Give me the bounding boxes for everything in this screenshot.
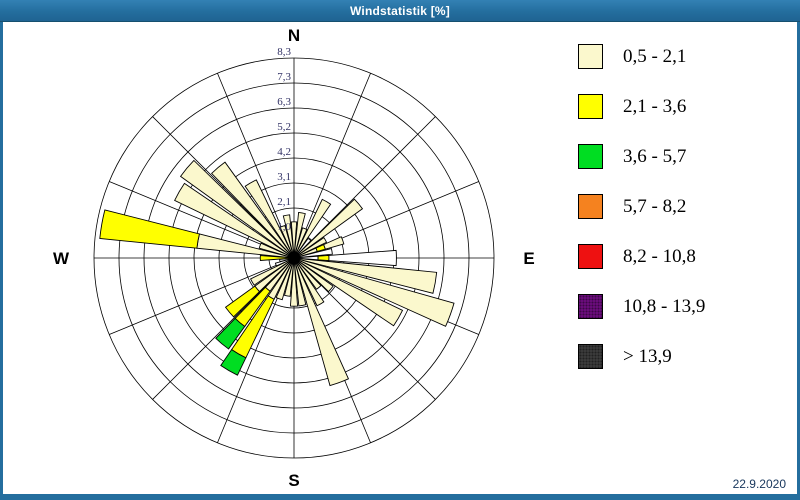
legend-swatch-purple (578, 294, 603, 319)
wind-petal-segment (174, 182, 295, 259)
legend-item: > 13,9 (578, 344, 705, 369)
wind-petal-segment (282, 214, 295, 259)
compass-label-north: N (287, 26, 301, 45)
legend-label: 10,8 - 13,9 (623, 295, 706, 317)
compass-label-east: E (523, 249, 535, 268)
wind-petal-segment (179, 159, 295, 259)
rose-center-hub (289, 253, 299, 263)
legend-swatch-dark (578, 344, 603, 369)
wind-petal-segment (293, 257, 455, 327)
compass-label-west: W (52, 249, 70, 268)
wind-petal-segment (249, 257, 295, 286)
window-border-left (0, 22, 3, 500)
legend-item: 3,6 - 5,7 (578, 144, 705, 169)
ring-tick-label: 4,2 (277, 146, 291, 158)
legend-swatch-pale (578, 44, 603, 69)
compass-label-south: S (288, 471, 300, 490)
legend-label: 5,7 - 8,2 (623, 195, 687, 217)
wind-petal-segment (215, 317, 246, 350)
legend-swatch-red (578, 244, 603, 269)
wind-petal-segment (293, 198, 332, 259)
ring-tick-label: 5,2 (277, 121, 291, 133)
wind-petal-segment (274, 257, 295, 267)
wind-petal-segment (275, 257, 295, 301)
wind-petal-segment (293, 257, 322, 290)
wind-petal-segment (293, 237, 328, 259)
wind-petal-segment (293, 257, 334, 293)
legend-label: > 13,9 (623, 345, 672, 367)
wind-petal-segment (210, 161, 295, 259)
legend-label: 8,2 - 10,8 (623, 245, 696, 267)
wind-petal-segment (259, 255, 295, 261)
wind-petal-segment (224, 285, 261, 318)
legend-swatch-yellow (578, 94, 603, 119)
legend-item: 5,7 - 8,2 (578, 194, 705, 219)
wind-petal-segment (279, 224, 295, 259)
legend-item: 0,5 - 2,1 (578, 44, 705, 69)
date-label: 22.9.2020 (732, 477, 786, 491)
wind-petal-segment (293, 237, 312, 259)
wind-petal-segment (289, 257, 299, 307)
ring-tick-label: 7,3 (277, 71, 291, 83)
wind-petal-segment (244, 179, 295, 259)
legend-swatch-green (578, 144, 603, 169)
ring-tick-label: 1,0 (277, 221, 291, 233)
wind-petal-segment (293, 247, 333, 259)
wind-petal-segment (328, 249, 397, 267)
legend: 0,5 - 2,1 2,1 - 3,6 3,6 - 5,7 5,7 - 8,2 8,2 … (578, 44, 705, 369)
ring-tick-label: 6,3 (277, 96, 291, 108)
legend-swatch-orange (578, 194, 603, 219)
ring-tick-label: 8,3 (277, 46, 291, 58)
wind-petal-segment (220, 348, 247, 376)
window-border-bottom (0, 494, 800, 500)
wind-petal-segment (323, 236, 345, 250)
wind-petal-segment (293, 257, 438, 294)
wind-petal-segment (317, 254, 330, 262)
window-border-right (797, 22, 800, 500)
wind-petal-segment (293, 257, 325, 307)
legend-item: 2,1 - 3,6 (578, 94, 705, 119)
legend-label: 3,6 - 5,7 (623, 145, 687, 167)
title-bar[interactable]: Windstatistik [%] (0, 0, 800, 22)
wind-petal-segment (290, 221, 298, 259)
legend-item: 10,8 - 13,9 (578, 294, 705, 319)
legend-label: 2,1 - 3,6 (623, 95, 687, 117)
ring-tick-label: 3,1 (277, 171, 291, 183)
wind-petal-segment (99, 209, 200, 249)
wind-petal-segment (293, 257, 350, 387)
legend-item: 8,2 - 10,8 (578, 244, 705, 269)
wind-petal-segment (293, 198, 364, 259)
window-title: Windstatistik [%] (350, 3, 450, 18)
legend-label: 0,5 - 2,1 (623, 45, 687, 67)
wind-petal-segment (293, 257, 307, 307)
wind-petal-segment (293, 257, 404, 327)
ring-tick-label: 2,1 (277, 196, 291, 208)
